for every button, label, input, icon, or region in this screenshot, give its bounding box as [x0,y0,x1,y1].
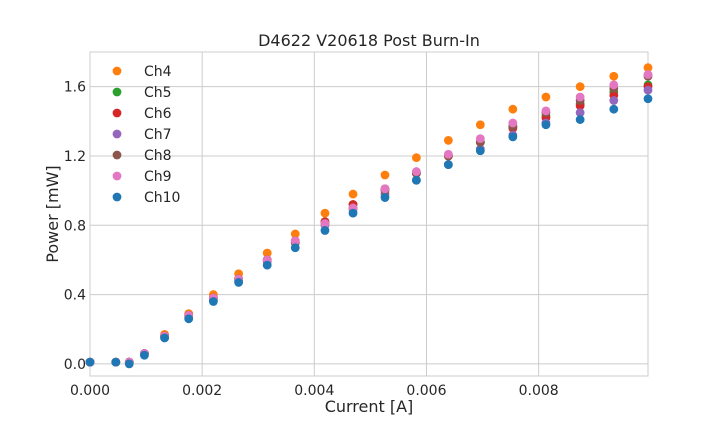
data-point [609,104,619,114]
y-tick-label: 1.2 [64,149,86,165]
data-point [475,146,485,156]
legend-marker [112,87,122,97]
legend-label: Ch5 [144,85,172,101]
data-point [320,219,330,228]
data-point [541,120,551,130]
x-tick-label: 0.006 [406,383,446,399]
x-axis-label: Current [A] [325,397,414,416]
data-point [380,184,390,194]
data-point [208,297,218,306]
data-point [234,278,244,287]
legend-marker [112,192,122,202]
data-point [575,92,585,102]
data-point [609,71,619,81]
data-point [380,170,390,180]
data-point [348,189,358,199]
data-point [411,175,421,185]
y-tick-label: 0.8 [64,218,86,234]
data-point [290,236,300,246]
data-point [411,167,421,176]
data-point [541,92,551,102]
data-point [508,132,518,142]
legend-label: Ch8 [144,148,172,164]
legend-label: Ch10 [144,190,180,206]
legend-label: Ch9 [144,169,172,185]
data-point [443,160,453,170]
data-point [320,226,330,235]
legend-label: Ch6 [144,106,172,122]
data-point [643,94,653,104]
data-point [643,85,653,95]
data-point [443,135,453,145]
x-tick-label: 0.004 [294,383,334,399]
data-point [575,82,585,92]
data-points [85,63,653,369]
data-point [411,153,421,163]
data-point [475,134,485,144]
y-tick-label: 1.6 [64,80,86,96]
y-tick-label: 0.4 [64,288,86,304]
data-point [475,120,485,130]
y-tick-label: 0.0 [64,357,86,373]
data-point [111,357,121,367]
data-point [139,350,149,360]
legend-label: Ch7 [144,127,172,143]
plot-frame [89,51,649,377]
legend-marker [112,129,122,139]
grid-lines [89,52,648,376]
data-point [184,314,194,324]
x-tick-label: 0.008 [519,383,559,399]
data-point [262,260,272,270]
x-tick-label: 0.000 [70,383,110,399]
legend-label: Ch4 [144,64,172,80]
data-point [124,359,134,369]
data-point [85,357,95,367]
x-tick-label: 0.002 [182,383,222,399]
data-point [262,248,272,258]
data-point [508,118,518,128]
data-point [348,208,358,218]
tick-labels: 0.000 0.002 0.004 0.006 0.008 0.0 0.4 0.8 1.2 1.6 [64,80,559,399]
data-point [290,229,300,239]
data-point [443,149,453,159]
data-point [508,104,518,114]
legend-marker [112,171,122,181]
legend-marker [112,150,122,160]
data-point [380,193,390,202]
data-point [160,333,169,343]
data-point [575,115,585,124]
chart-title: D4622 V20618 Post Burn-In [258,31,480,50]
data-point [541,106,551,116]
legend: Ch4 Ch5 Ch6 Ch7 Ch8 Ch9 Ch10 [112,64,180,206]
data-point [290,243,300,253]
data-point [643,63,653,72]
legend-marker [112,108,122,118]
series-ch10 [85,94,653,369]
data-point [575,108,585,118]
data-point [609,80,619,90]
legend-marker [112,66,122,76]
y-axis-label: Power [mW] [43,165,62,262]
data-point [320,208,330,218]
data-point [609,96,619,105]
data-point [643,70,653,79]
